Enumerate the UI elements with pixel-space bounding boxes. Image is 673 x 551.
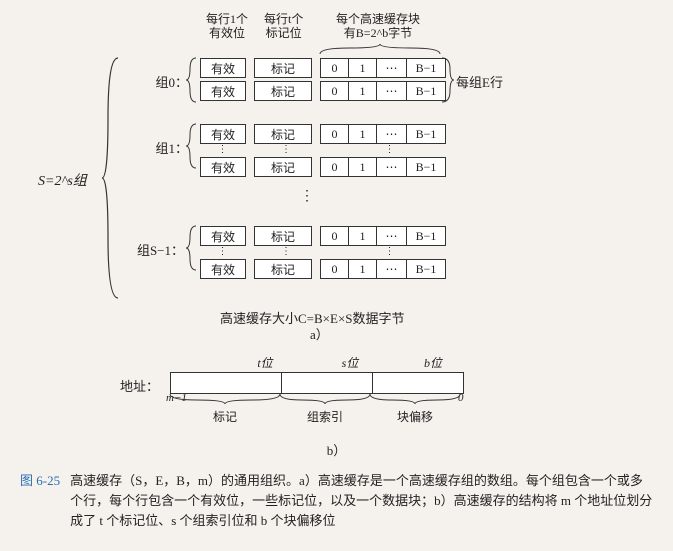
data-cell: 0 [320,81,348,101]
data-block: 0 1 ⋯ B−1 [320,58,446,78]
addr-top-t: t位 [210,354,320,371]
addr-cell-b [373,373,463,393]
line-vdots: ⋮ ⋮ ⋮ [200,147,453,157]
data-ellipsis: ⋯ [376,259,406,279]
data-cell: 0 [320,157,348,177]
diagram-a: 每行1个 有效位 每行t个 标记位 每个高速缓存块 有B=2^b字节 S=2^s… [20,12,653,342]
E-label: 每组E行 [456,72,503,91]
data-cell-last: B−1 [406,81,446,101]
right-brace-icon [442,58,454,102]
small-brace-icon [188,124,198,168]
data-cell-last: B−1 [406,124,446,144]
data-block: 0 1 ⋯ B−1 [320,259,446,279]
cache-line: 有效 标记 0 1 ⋯ B−1 [200,81,446,101]
set-group-1: 有效 标记 0 1 ⋯ B−1 ⋮ ⋮ ⋮ 有效 标记 0 1 ⋯ B−1 [200,124,453,180]
valid-cell: 有效 [200,259,246,279]
data-cell: 1 [348,58,376,78]
addr-top-b: b位 [388,354,478,371]
under-brace-icon [280,394,370,404]
tag-cell: 标记 [254,157,312,177]
part-b-label: b） [20,440,653,459]
tag-cell: 标记 [254,226,312,246]
data-block: 0 1 ⋯ B−1 [320,124,446,144]
data-cell-last: B−1 [406,259,446,279]
valid-cell: 有效 [200,124,246,144]
data-cell-last: B−1 [406,226,446,246]
set-group-last: 有效 标记 0 1 ⋯ B−1 ⋮ ⋮ ⋮ 有效 标记 0 1 ⋯ B−1 [200,226,453,282]
valid-cell: 有效 [200,157,246,177]
data-ellipsis: ⋯ [376,226,406,246]
top-label-block: 每个高速缓存块 有B=2^b字节 [336,12,420,40]
data-ellipsis: ⋯ [376,81,406,101]
addr-top-s: s位 [305,354,395,371]
addr-cell-t [171,373,282,393]
small-brace-icon [188,226,198,270]
data-cell: 0 [320,124,348,144]
data-cell: 1 [348,226,376,246]
set-label-last: 组S−1： [124,240,184,259]
top-brace-block-icon [320,44,440,56]
under-brace-icon [170,394,280,404]
big-left-brace-icon [106,58,120,298]
tag-cell: 标记 [254,81,312,101]
data-ellipsis: ⋯ [376,124,406,144]
addr-cell-s [282,373,373,393]
set-label-0: 组0： [128,72,188,91]
addr-bot-s: 组索引 [280,408,370,425]
cache-line: 有效 标记 0 1 ⋯ B−1 [200,259,453,279]
figure-number: 图 6-25 [20,471,60,531]
addr-label: 地址： [120,376,159,395]
data-ellipsis: ⋯ [376,58,406,78]
data-block: 0 1 ⋯ B−1 [320,226,446,246]
valid-cell: 有效 [200,58,246,78]
cache-line: 有效 标记 0 1 ⋯ B−1 [200,157,453,177]
figure-caption: 图 6-25 高速缓存（S，E，B，m）的通用组织。a）高速缓存是一个高速缓存组… [20,471,653,531]
part-a-label: a） [310,324,329,343]
diagram-b: t位 s位 b位 地址： m−1 0 标记 组索引 块偏移 [20,348,653,438]
data-cell-last: B−1 [406,157,446,177]
line-vdots: ⋮ ⋮ ⋮ [200,249,453,259]
top-label-valid: 每行1个 有效位 [206,12,248,40]
data-cell: 1 [348,157,376,177]
address-row [170,372,464,394]
data-ellipsis: ⋯ [376,157,406,177]
cache-line: 有效 标记 0 1 ⋯ B−1 [200,226,453,246]
addr-bot-t: 标记 [170,408,280,425]
data-cell: 0 [320,58,348,78]
under-brace-icon [370,394,460,404]
small-brace-icon [188,58,198,102]
tag-cell: 标记 [254,259,312,279]
data-block: 0 1 ⋯ B−1 [320,157,446,177]
valid-cell: 有效 [200,226,246,246]
data-cell: 0 [320,259,348,279]
caption-text: 高速缓存（S，E，B，m）的通用组织。a）高速缓存是一个高速缓存组的数组。每个组… [70,471,653,531]
addr-bot-b: 块偏移 [370,408,460,425]
tag-cell: 标记 [254,124,312,144]
sets-vdots: ⋮ [300,188,314,205]
cache-line: 有效 标记 0 1 ⋯ B−1 [200,124,453,144]
set-group-0: 有效 标记 0 1 ⋯ B−1 有效 标记 0 1 ⋯ B−1 [200,58,446,104]
data-block: 0 1 ⋯ B−1 [320,81,446,101]
top-label-tag: 每行t个 标记位 [264,12,303,40]
data-cell-last: B−1 [406,58,446,78]
valid-cell: 有效 [200,81,246,101]
data-cell: 1 [348,81,376,101]
set-label-1: 组1： [128,138,188,157]
s-equals-label: S=2^s组 [38,170,87,190]
data-cell: 1 [348,124,376,144]
cache-line: 有效 标记 0 1 ⋯ B−1 [200,58,446,78]
data-cell: 1 [348,259,376,279]
tag-cell: 标记 [254,58,312,78]
data-cell: 0 [320,226,348,246]
